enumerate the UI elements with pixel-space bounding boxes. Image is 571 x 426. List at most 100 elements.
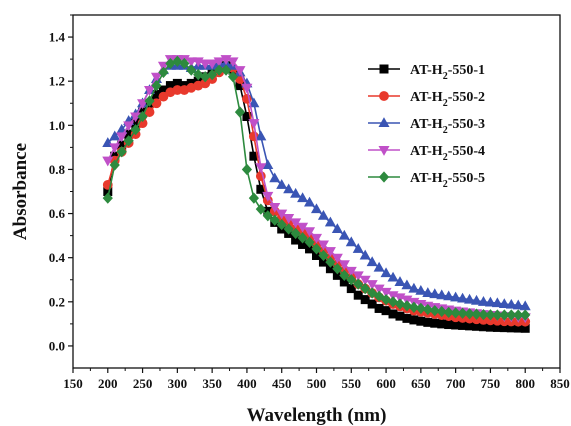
data-point: [310, 203, 323, 214]
series-layer: [102, 55, 531, 333]
data-point: [255, 130, 267, 141]
x-axis-title: Wavelength (nm): [247, 405, 387, 426]
data-point: [311, 243, 322, 255]
legend-item: AT-H2-550-1: [368, 63, 485, 82]
data-point: [499, 309, 510, 321]
data-point: [359, 249, 371, 260]
data-point: [366, 256, 378, 267]
data-point: [151, 79, 162, 92]
data-point: [443, 306, 454, 319]
x-tick-label: 650: [411, 376, 431, 391]
x-tick-label: 850: [550, 376, 570, 391]
data-point: [123, 135, 134, 147]
x-tick-label: 600: [376, 376, 396, 391]
data-point: [130, 112, 142, 123]
data-point: [367, 287, 378, 299]
legend: AT-H2-550-1 AT-H2-550-2 AT-H2-550-3 AT-H2-5…: [368, 63, 485, 190]
data-point: [137, 110, 148, 123]
data-point: [109, 130, 121, 141]
data-point: [283, 183, 295, 194]
legend-item: AT-H2-550-3: [368, 117, 485, 136]
axis-ticks: 150 200 250 300 350 400 450 500 550 600 650 700 750 8…: [49, 14, 570, 391]
legend-item: AT-H2-550-5: [368, 171, 485, 190]
data-point: [450, 307, 461, 319]
data-point: [332, 263, 343, 275]
data-point: [269, 214, 280, 226]
data-point: [471, 294, 483, 305]
data-point: [401, 300, 413, 312]
data-point: [150, 72, 162, 83]
data-point: [276, 179, 288, 189]
legend-label: AT-H2-550-1: [410, 63, 485, 82]
data-point: [346, 274, 357, 286]
data-point: [116, 146, 127, 158]
legend-label: AT-H2-550-3: [410, 117, 485, 136]
data-point: [116, 132, 128, 143]
y-tick-label: 0.0: [49, 338, 65, 353]
data-point: [318, 249, 329, 262]
data-point: [102, 156, 114, 167]
y-tick-label: 1.4: [49, 30, 66, 45]
data-point: [213, 64, 225, 76]
data-point: [415, 284, 427, 295]
data-point: [276, 218, 287, 231]
data-point: [179, 57, 190, 70]
legend-label: AT-H2-550-5: [410, 171, 485, 190]
x-tick-label: 300: [168, 376, 188, 391]
data-point: [324, 247, 336, 257]
data-point: [283, 223, 294, 235]
data-point: [241, 83, 253, 94]
y-tick-label: 1.0: [49, 118, 65, 133]
data-point: [457, 292, 469, 303]
data-point: [158, 91, 169, 102]
legend-marker-swatch: [379, 64, 389, 74]
data-point: [248, 119, 260, 129]
data-point: [199, 59, 211, 70]
data-point: [477, 295, 489, 306]
series-5: [102, 55, 531, 321]
data-point: [331, 223, 343, 234]
data-point: [394, 298, 406, 310]
data-point: [241, 163, 253, 176]
y-tick-label: 0.2: [49, 294, 65, 309]
data-point: [352, 243, 364, 253]
data-point: [102, 192, 113, 204]
data-point: [213, 57, 225, 68]
data-point: [360, 282, 371, 295]
data-point: [408, 282, 420, 293]
data-point: [345, 236, 357, 247]
data-point: [304, 196, 316, 207]
data-point: [485, 309, 496, 321]
data-point: [464, 308, 475, 320]
data-point: [130, 124, 141, 136]
data-point: [325, 256, 336, 268]
data-point: [255, 163, 267, 174]
data-point: [144, 95, 155, 107]
data-point: [186, 64, 197, 76]
data-point: [310, 233, 323, 244]
data-point: [324, 216, 336, 227]
data-point: [338, 260, 350, 271]
data-point: [512, 299, 524, 310]
data-point: [290, 227, 301, 240]
data-point: [144, 86, 156, 96]
data-point: [498, 298, 510, 309]
data-point: [415, 302, 426, 315]
data-point: [429, 288, 441, 299]
data-point: [380, 267, 392, 278]
data-point: [408, 301, 420, 313]
data-point: [297, 232, 308, 244]
series-line: [107, 64, 526, 330]
legend-item: AT-H2-550-4: [368, 144, 485, 163]
data-point: [109, 143, 121, 154]
y-tick-label: 1.2: [49, 74, 65, 89]
legend-marker-swatch: [378, 171, 390, 183]
data-point: [269, 202, 281, 213]
data-point: [234, 106, 246, 118]
legend-label: AT-H2-550-2: [410, 90, 485, 109]
x-tick-label: 200: [98, 376, 118, 391]
x-tick-label: 250: [133, 376, 153, 391]
y-tick-label: 0.8: [49, 162, 66, 177]
data-point: [137, 99, 149, 110]
